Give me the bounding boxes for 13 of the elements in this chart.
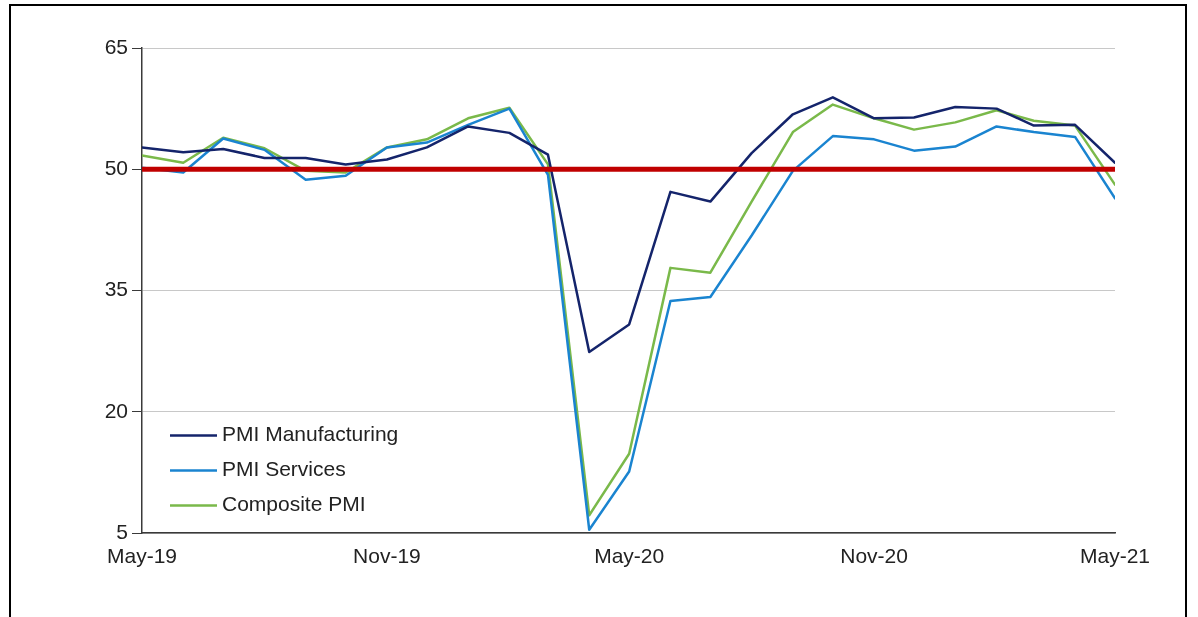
x-tick-label: May-20 <box>594 544 665 568</box>
y-tick-label: 50 <box>104 156 128 180</box>
legend-label: PMI Services <box>222 457 346 481</box>
y-tick-label: 65 <box>104 34 128 58</box>
x-tick-label: Nov-20 <box>840 544 908 568</box>
y-tick-label: 5 <box>116 519 128 543</box>
x-tick-label: May-21 <box>1079 544 1151 568</box>
x-tick-label: May-19 <box>106 544 178 568</box>
x-tick-label: Nov-19 <box>353 544 421 568</box>
y-tick-label: 35 <box>104 277 128 301</box>
y-tick-label: 20 <box>104 398 128 422</box>
legend-label: Composite PMI <box>222 492 366 516</box>
legend-label: PMI Manufacturing <box>222 422 399 446</box>
